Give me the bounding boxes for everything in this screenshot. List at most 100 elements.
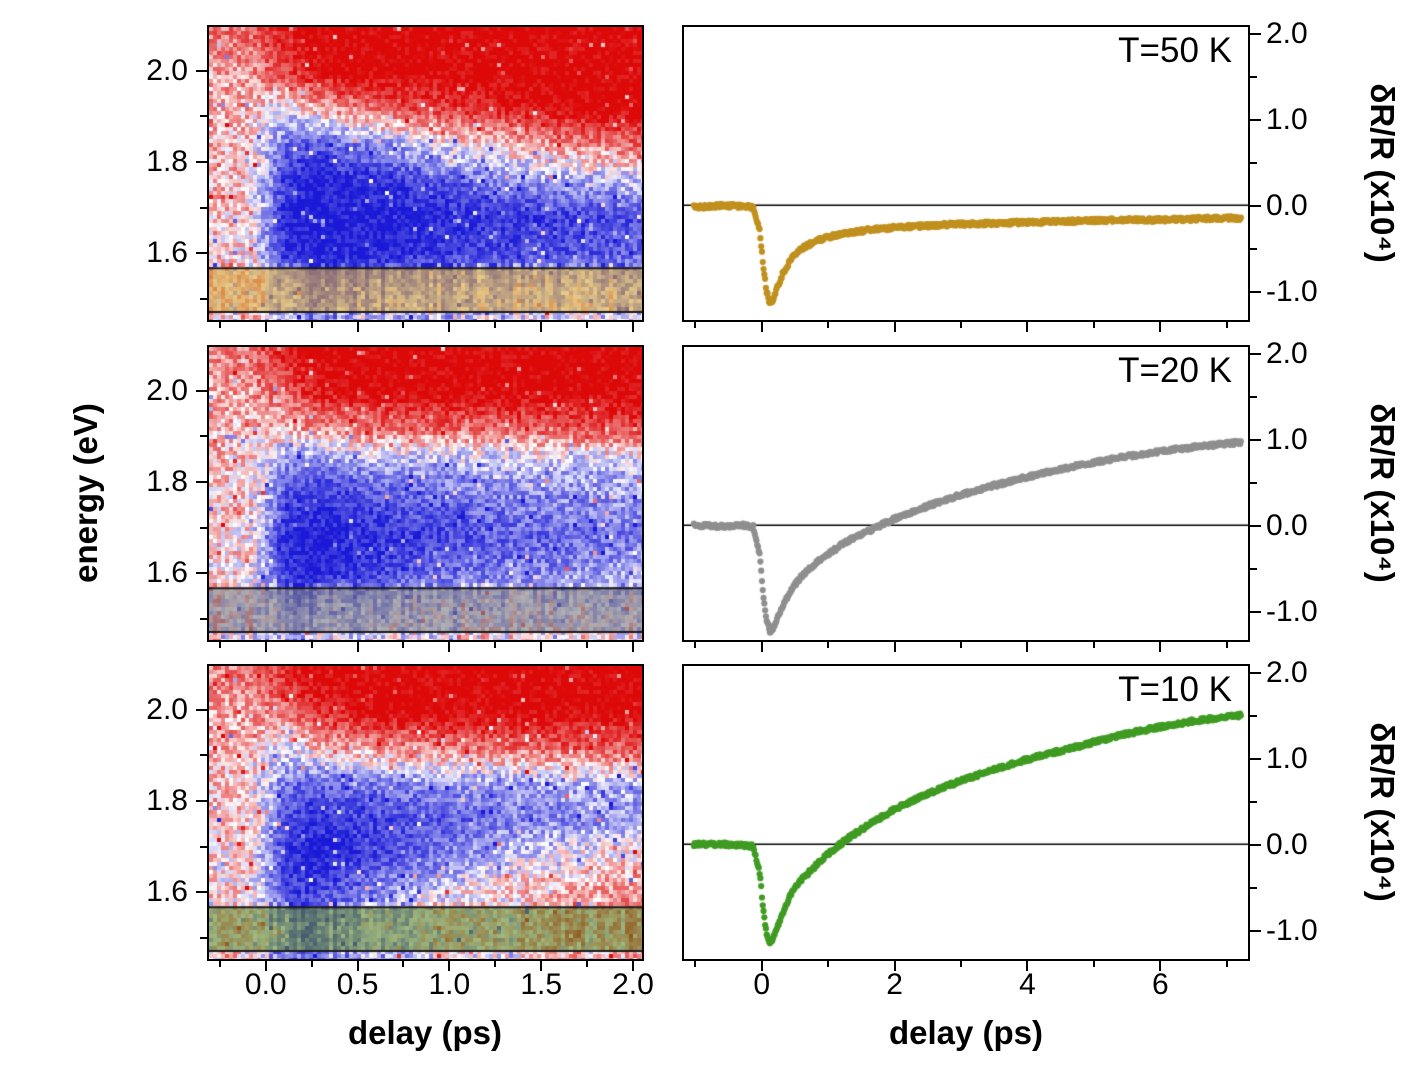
- drr-axis-label-middle: δR/R (x10⁴): [1364, 403, 1401, 583]
- lineplot-canvas-T10K: [684, 666, 1248, 959]
- lineplot-y-tick-label: -1.0: [1266, 274, 1318, 308]
- lineplot-canvas-T20K: [684, 347, 1248, 640]
- heatmap-x-minor-tick: [402, 322, 405, 328]
- lineplot-x-tick-label: 2: [886, 968, 903, 1001]
- heatmap-y-tick: [196, 69, 207, 72]
- lineplot-y-tick: [1250, 929, 1261, 932]
- lineplot-x-axis-label: delay (ps): [888, 1014, 1044, 1051]
- lineplot-y-minor-tick: [1250, 481, 1257, 484]
- heatmap-x-tick: [356, 961, 359, 971]
- heatmap-y-tick: [196, 708, 207, 711]
- heatmap-y-minor-tick: [200, 206, 207, 209]
- heatmap-x-tick: [264, 322, 267, 332]
- lineplot-y-tick-label: 0.0: [1266, 188, 1308, 222]
- lineplot-x-minor-tick: [1225, 322, 1228, 328]
- lineplot-y-minor-tick: [1250, 567, 1257, 570]
- heatmap-y-tick-label: 1.6: [146, 556, 188, 590]
- heatmap-y-minor-tick: [200, 618, 207, 621]
- lineplot-x-minor-tick: [960, 961, 963, 967]
- lineplot-x-tick-label: 6: [1151, 968, 1169, 1001]
- lineplot-x-tick: [1159, 961, 1162, 971]
- heatmap-y-tick: [196, 161, 207, 164]
- lineplot-y-tick: [1250, 118, 1261, 121]
- heatmap-x-tick-label: 0.0: [244, 968, 287, 1001]
- heatmap-y-tick-label: 2.0: [146, 53, 188, 87]
- heatmap-x-tick: [356, 322, 359, 332]
- lineplot-y-tick-label: 1.0: [1266, 741, 1308, 775]
- lineplot-x-tick: [760, 322, 763, 332]
- lineplot-x-tick: [1026, 961, 1029, 971]
- heatmap-y-tick-label: 1.8: [146, 465, 188, 499]
- lineplot-panel-T50K: T=50 K: [682, 25, 1250, 322]
- heatmap-canvas-T50K: [209, 27, 642, 320]
- energy-axis-label: energy (eV): [67, 403, 104, 583]
- lineplot-x-tick: [893, 322, 896, 332]
- heatmap-x-minor-tick: [586, 961, 589, 967]
- lineplot-y-tick-label: -1.0: [1266, 913, 1318, 947]
- heatmap-y-tick: [196, 572, 207, 575]
- lineplot-y-tick: [1250, 757, 1261, 760]
- heatmap-x-tick: [264, 642, 267, 652]
- heatmap-y-tick-label: 1.6: [146, 875, 188, 909]
- lineplot-x-minor-tick: [694, 961, 697, 967]
- lineplot-y-tick-label: 0.0: [1266, 508, 1308, 542]
- lineplot-y-tick: [1250, 524, 1261, 527]
- heatmap-y-tick: [196, 800, 207, 803]
- heatmap-x-minor-tick: [218, 961, 221, 967]
- lineplot-x-tick: [760, 961, 763, 971]
- heatmap-x-minor-tick: [310, 961, 313, 967]
- lineplot-y-minor-tick: [1250, 247, 1257, 250]
- heatmap-x-minor-tick: [218, 322, 221, 328]
- lineplot-y-tick-label: 1.0: [1266, 102, 1308, 136]
- lineplot-x-minor-tick: [827, 642, 830, 648]
- lineplot-y-tick: [1250, 610, 1261, 613]
- heatmap-x-minor-tick: [402, 642, 405, 648]
- drr-axis-label-bottom: δR/R (x10⁴): [1364, 722, 1401, 902]
- heatmap-x-minor-tick: [310, 322, 313, 328]
- heatmap-x-tick-label: 2.0: [612, 968, 654, 1001]
- heatmap-y-tick-label: 1.8: [146, 784, 188, 818]
- lineplot-y-tick: [1250, 843, 1261, 846]
- heatmap-y-minor-tick: [200, 937, 207, 940]
- heatmap-x-minor-tick: [218, 642, 221, 648]
- lineplot-y-minor-tick: [1250, 714, 1257, 717]
- lineplot-panel-T10K: T=10 K: [682, 664, 1250, 961]
- lineplot-x-minor-tick: [1225, 642, 1228, 648]
- lineplot-x-minor-tick: [1092, 322, 1095, 328]
- heatmap-x-tick: [631, 961, 634, 971]
- lineplot-x-tick: [1026, 642, 1029, 652]
- lineplot-x-minor-tick: [960, 322, 963, 328]
- heatmap-x-minor-tick: [494, 642, 497, 648]
- lineplot-y-minor-tick: [1250, 800, 1257, 803]
- lineplot-y-tick-label: 0.0: [1266, 827, 1308, 861]
- heatmap-x-tick: [448, 322, 451, 332]
- temperature-label-20K: T=20 K: [1118, 351, 1232, 390]
- heatmap-y-tick: [196, 891, 207, 894]
- lineplot-x-minor-tick: [827, 322, 830, 328]
- heatmap-x-tick-label: 0.5: [336, 968, 379, 1001]
- lineplot-x-minor-tick: [694, 322, 697, 328]
- lineplot-panel-T20K: T=20 K: [682, 345, 1250, 642]
- lineplot-x-minor-tick: [960, 642, 963, 648]
- heatmap-canvas-T20K: [209, 347, 642, 640]
- lineplot-y-tick: [1250, 352, 1261, 355]
- lineplot-y-tick-label: 1.0: [1266, 422, 1308, 456]
- heatmap-x-tick-label: 1.0: [428, 968, 471, 1001]
- heatmap-x-tick: [631, 322, 634, 332]
- heatmap-y-minor-tick: [200, 298, 207, 301]
- heatmap-panel-T10K: [207, 664, 644, 961]
- heatmap-y-tick: [196, 252, 207, 255]
- heatmap-y-tick-label: 2.0: [146, 692, 188, 726]
- heatmap-x-axis-label: delay (ps): [347, 1014, 503, 1051]
- temperature-label-10K: T=10 K: [1118, 670, 1232, 709]
- lineplot-x-tick: [1159, 322, 1162, 332]
- heatmap-x-minor-tick: [310, 642, 313, 648]
- heatmap-x-tick-label: 1.5: [520, 968, 563, 1001]
- heatmap-y-tick-label: 1.6: [146, 236, 188, 270]
- lineplot-x-minor-tick: [827, 961, 830, 967]
- heatmap-y-tick: [196, 389, 207, 392]
- heatmap-y-minor-tick: [200, 754, 207, 757]
- heatmap-x-minor-tick: [402, 961, 405, 967]
- lineplot-y-minor-tick: [1250, 395, 1257, 398]
